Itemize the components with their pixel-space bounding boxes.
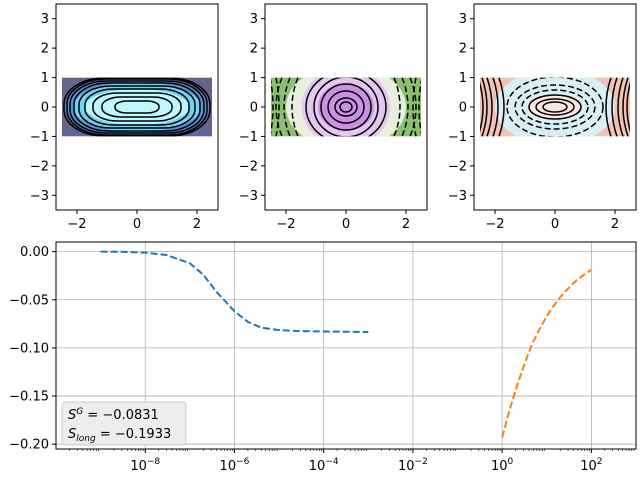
y-tick-label: −1 — [448, 130, 467, 145]
x-tick-label: 2 — [611, 217, 619, 232]
contour-line — [481, 77, 488, 137]
y-tick-label: −0.10 — [9, 341, 49, 356]
contour-line — [412, 77, 417, 137]
y-tick-label: 3 — [459, 12, 467, 27]
contour-line — [542, 101, 568, 113]
y-tick-label: −1 — [239, 130, 258, 145]
contour-panel-3: −2 0 2 3 2 1 0 −1 −2 −3 — [448, 3, 637, 232]
contour-fill — [318, 83, 374, 131]
y-tick-label: 0 — [41, 101, 49, 116]
contour-line — [69, 80, 205, 134]
contour-line — [283, 77, 291, 137]
x-tick-label: 0 — [342, 217, 350, 232]
contour-line — [271, 78, 274, 136]
contour-line — [506, 77, 604, 137]
x-tick-label: 0 — [133, 217, 141, 232]
y-tick-label: 2 — [41, 42, 49, 57]
contour-line — [334, 97, 358, 117]
contour-line — [535, 98, 575, 116]
contour-line — [626, 81, 630, 133]
contour-line — [492, 77, 499, 137]
y-tick-label: −2 — [30, 159, 49, 174]
contour-line — [275, 77, 283, 137]
x-tick-label: 0 — [551, 217, 559, 232]
contour-line — [78, 85, 196, 129]
legend-entry: SG = −0.0831 — [68, 407, 159, 423]
x-tick-label: 100 — [491, 457, 514, 474]
contour-line — [528, 94, 582, 120]
x-tick-label: −2 — [67, 217, 86, 232]
y-tick-label: −0.20 — [9, 438, 49, 453]
line-chart: 10−8 10−6 10−4 10−2 100 102 0.00 −0.05 −0.10 −0.1… — [9, 241, 637, 474]
y-tick-label: 1 — [41, 71, 49, 86]
contour-line — [275, 77, 280, 137]
legend-box — [61, 401, 187, 446]
y-tick-label: −2 — [239, 159, 258, 174]
y-tick-label: 1 — [459, 71, 467, 86]
y-tick-label: 0 — [250, 101, 258, 116]
contour-line — [514, 84, 596, 130]
y-tick-label: −1 — [30, 130, 49, 145]
contour-line — [92, 92, 182, 122]
y-tick-label: −3 — [448, 189, 467, 204]
contour-line — [605, 77, 612, 137]
contour-line — [480, 81, 484, 133]
contour-line — [622, 77, 629, 137]
x-tick-label: 102 — [580, 457, 602, 474]
y-tick-label: −2 — [448, 159, 467, 174]
contour-line — [498, 77, 505, 137]
contour-line — [418, 78, 421, 136]
contour-line — [393, 77, 401, 137]
x-tick-label: 10−4 — [309, 457, 339, 474]
contour-line — [339, 101, 353, 113]
contour-panel-2: −2 0 2 3 2 1 0 −1 −2 −3 — [239, 3, 428, 232]
x-tick-label: 2 — [402, 217, 410, 232]
y-tick-label: 2 — [459, 42, 467, 57]
contour-line — [114, 100, 160, 114]
axes-frame — [55, 241, 637, 450]
contour-line — [327, 90, 365, 124]
x-tick-label: 10−8 — [130, 457, 160, 474]
contour-line — [486, 77, 493, 137]
contour-line — [521, 89, 589, 125]
x-tick-label: 10−6 — [220, 457, 250, 474]
contour-line — [101, 96, 173, 118]
contour-line — [401, 77, 409, 137]
y-tick-label: −3 — [30, 189, 49, 204]
contour-line — [320, 83, 372, 131]
series-line-2 — [501, 269, 592, 438]
contour-line — [409, 77, 417, 137]
y-tick-label: −0.15 — [9, 390, 49, 405]
contour-fill — [101, 96, 173, 118]
contour-panel-1: −2 0 2 3 2 1 0 −1 −2 −3 — [30, 3, 219, 232]
y-tick-label: 3 — [41, 12, 49, 27]
y-tick-label: 3 — [250, 12, 258, 27]
contour-line — [66, 78, 208, 136]
y-tick-label: 0 — [459, 101, 467, 116]
x-tick-label: 2 — [193, 217, 201, 232]
y-tick-label: −0.05 — [9, 293, 49, 308]
x-tick-label: 10−2 — [398, 457, 428, 474]
contour-line — [305, 77, 387, 137]
contour-line — [313, 77, 379, 137]
x-tick-label: −2 — [485, 217, 504, 232]
contour-line — [617, 77, 624, 137]
legend-entry: Slong = −0.1933 — [68, 427, 171, 444]
series-line-1 — [100, 250, 369, 333]
contour-line — [84, 88, 190, 126]
contour-line — [73, 82, 201, 132]
y-tick-label: 2 — [250, 42, 258, 57]
contour-line — [291, 77, 299, 137]
y-tick-label: −3 — [239, 189, 258, 204]
contour-line — [63, 77, 211, 137]
contour-line — [611, 77, 618, 137]
y-tick-label: 1 — [250, 71, 258, 86]
x-tick-label: −2 — [276, 217, 295, 232]
y-tick-label: 0.00 — [20, 245, 49, 260]
